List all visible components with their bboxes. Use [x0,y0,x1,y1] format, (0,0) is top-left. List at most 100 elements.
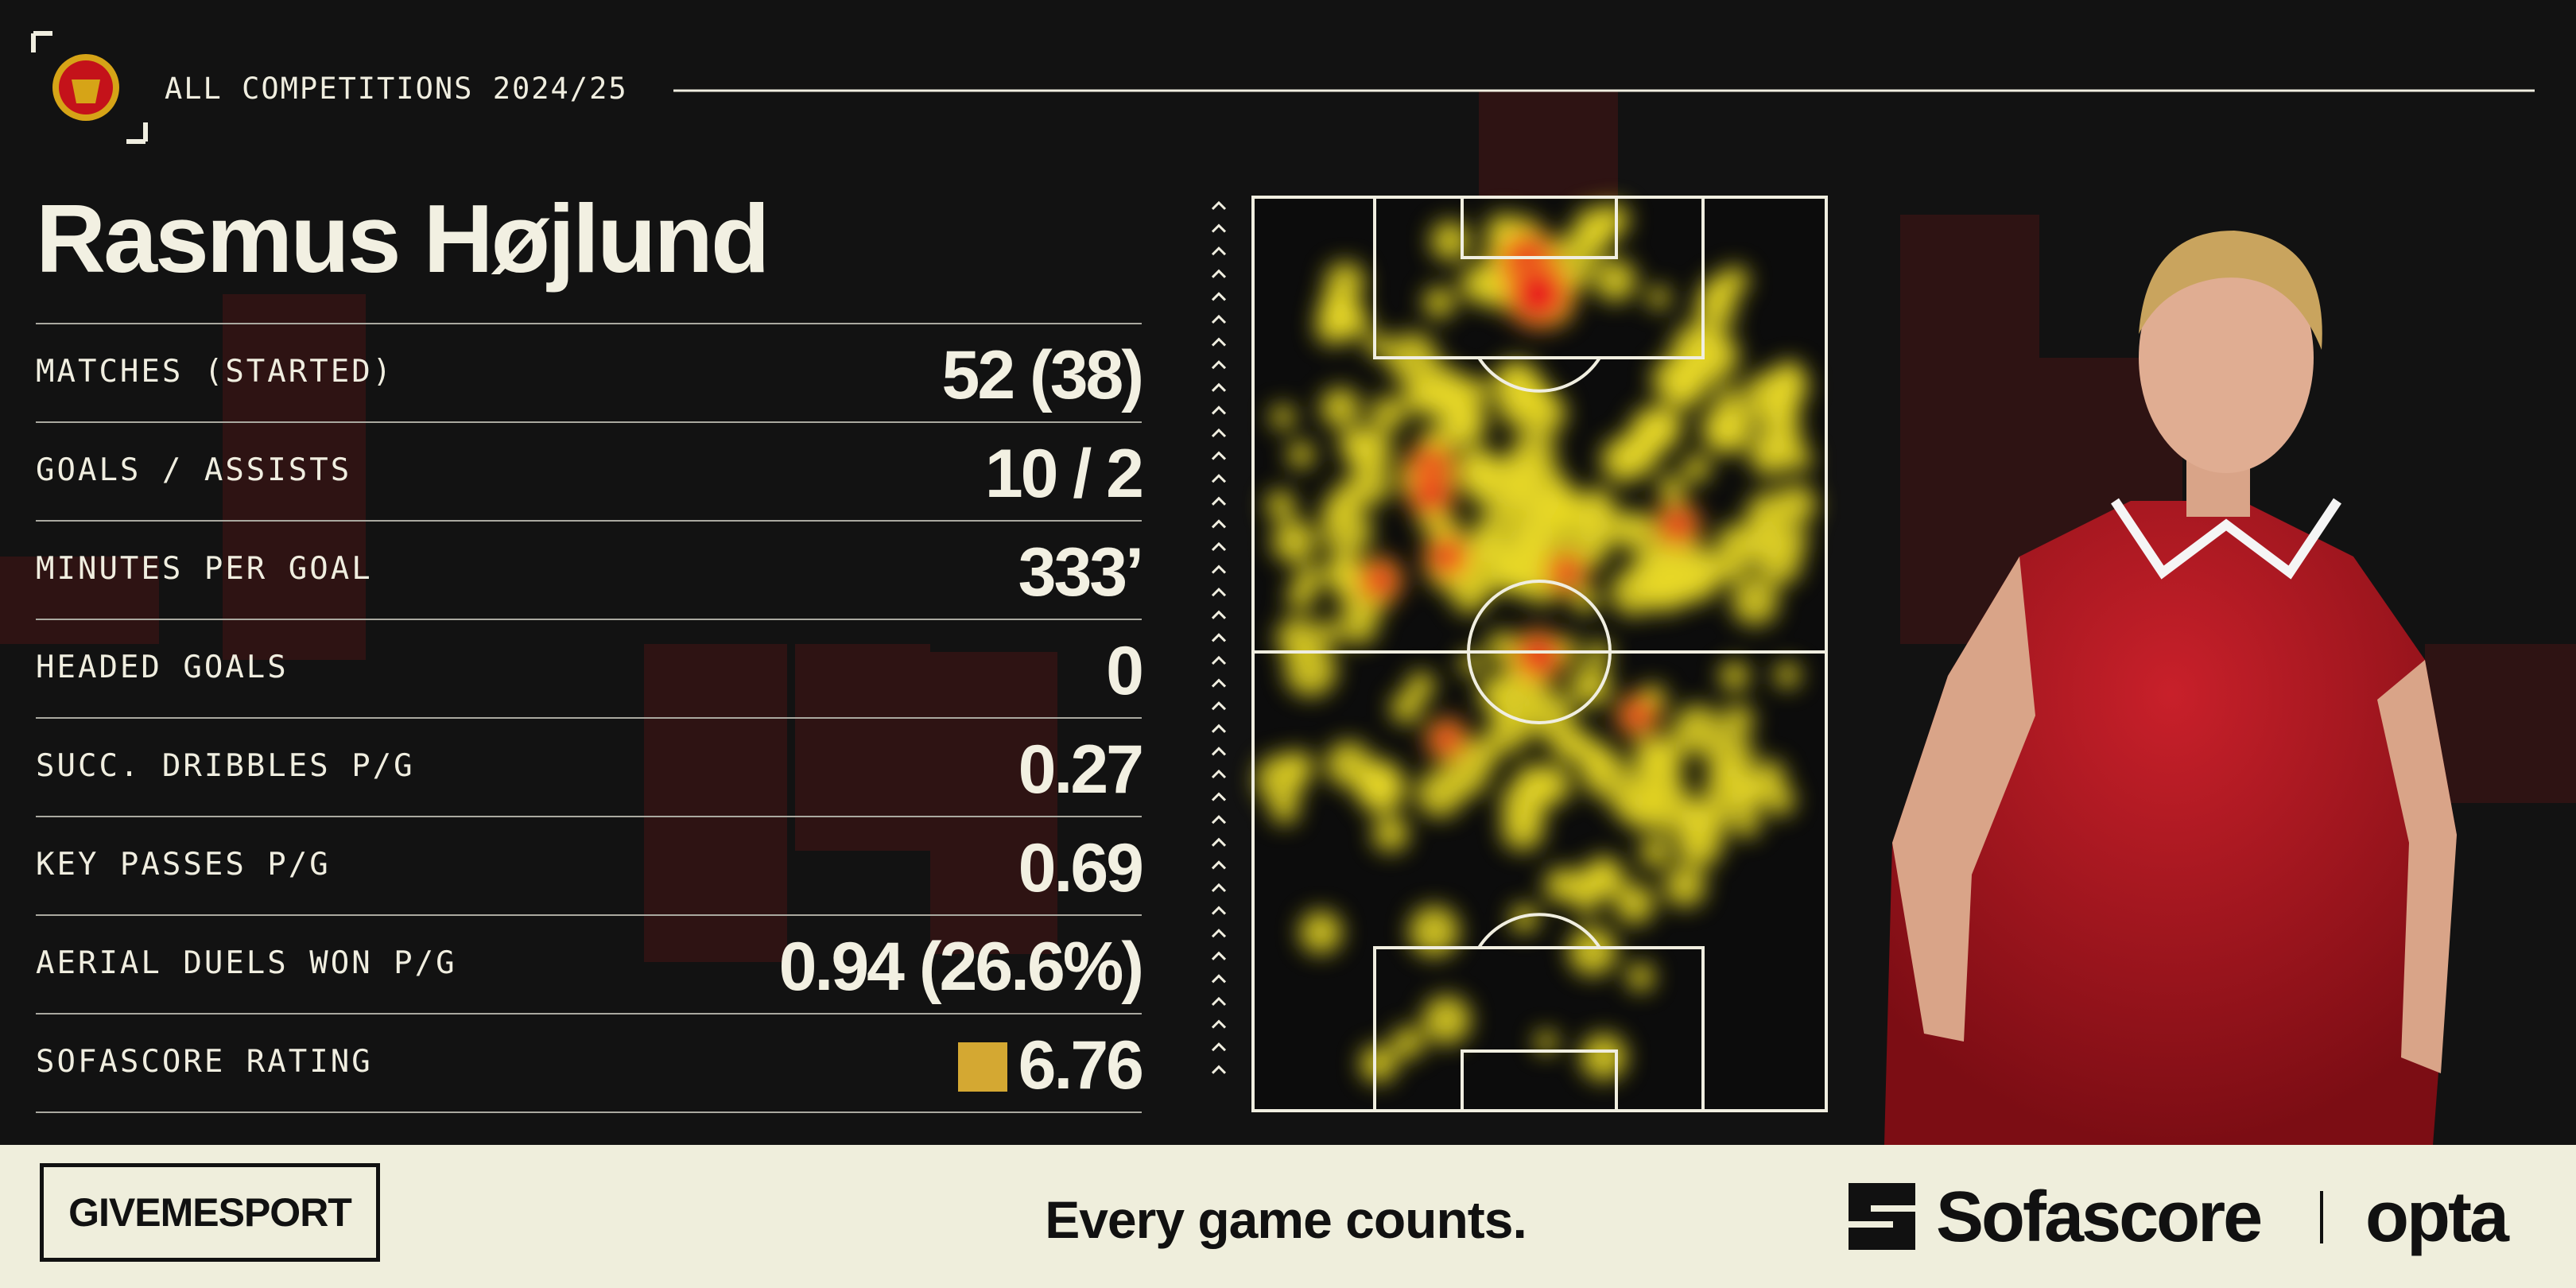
chevron [1211,564,1227,574]
background-art [0,31,2576,1145]
chevron [1211,541,1227,552]
stat-value: 6.76 [957,1026,1144,1105]
stat-label: MATCHES (STARTED) [36,354,394,390]
heat-blob [1614,883,1655,925]
heat-blob [1281,750,1314,783]
tagline: Every game counts. [1045,1190,1527,1249]
heat-blob [1710,406,1752,448]
chevron [1211,974,1227,983]
heat-blob [1370,396,1406,432]
heat-blob [1580,1033,1627,1080]
heat-blob [1296,564,1324,591]
stat-row: SUCC. DRIBBLES P/G 0.27 [36,718,1144,817]
heat-blob [1459,651,1484,676]
heat-blob [1486,630,1519,664]
stat-value-text: 0.94 (26.6%) [778,929,1144,1005]
heat-blob [1356,763,1406,813]
stat-label: KEY PASSES P/G [36,847,331,883]
heat-blob [1586,742,1612,768]
heat-blob [1276,616,1319,660]
heat-blob [1609,568,1658,616]
stat-row: SOFASCORE RATING 6.76 [36,1014,1144,1112]
heat-blob [1345,427,1394,475]
chevron [1211,223,1227,233]
heat-blob [1657,474,1686,503]
heat-blob [1732,809,1761,838]
heat-blob [1372,815,1409,852]
chevron [1211,837,1227,847]
heat-blob [1390,692,1422,724]
heat-blob [1265,490,1296,520]
chevron [1211,382,1227,392]
heat-hotspot [1665,512,1690,537]
heat-blob [1416,770,1465,817]
chevron [1211,405,1227,415]
chevron [1211,678,1227,688]
chevron [1211,996,1227,1007]
chevron [1211,1065,1227,1074]
stat-label: MINUTES PER GOAL [36,551,373,587]
heat-blob [1430,220,1471,262]
chevron [1211,428,1227,438]
chevron [1211,337,1227,347]
heat-blob [1663,864,1706,907]
heat-blob [1544,867,1581,904]
heat-blob [1719,661,1750,691]
chevron [1211,747,1227,756]
chevron [1211,906,1227,915]
chevron [1211,655,1227,665]
heat-blob [1406,671,1436,700]
stat-label: HEADED GOALS [36,650,289,685]
heat-blob [1271,518,1317,564]
heat-hotspot [1515,270,1562,318]
chevron [1211,610,1227,619]
heat-blob [1722,704,1755,736]
stat-value-text: 6.76 [1018,1027,1144,1104]
heat-blob [1701,276,1733,308]
heat-hotspot [1627,704,1649,727]
sofascore-icon [1849,1183,1915,1250]
stat-row: AERIAL DUELS WON P/G 0.94 (26.6%) [36,915,1144,1014]
stat-row: MATCHES (STARTED) 52 (38) [36,324,1144,422]
chevron [1211,701,1227,711]
chevron [1211,474,1227,483]
heat-hotspot [1434,544,1460,569]
chevron [1211,1019,1227,1029]
heat-blob [1774,661,1800,689]
chevron [1211,815,1227,824]
heat-hotspot [1523,640,1554,672]
heat-blob [1287,440,1315,469]
heat-blob [1459,376,1491,408]
chevron [1211,633,1227,642]
heat-hotspot [1367,568,1392,593]
partner: Sofascore [1936,1177,2263,1257]
stat-row: MINUTES PER GOAL 333’ [36,521,1144,619]
heat-blob [1366,332,1391,358]
stat-value-text: 10 / 2 [984,436,1144,512]
stat-value-text: 333’ [1018,534,1144,611]
heat-blob [1691,552,1728,588]
competition: ALL COMPETITIONS 2024/25 [165,72,628,106]
stat-value-text: 52 (38) [941,337,1144,413]
chevron [1211,246,1227,256]
heat-blob [1640,405,1683,448]
heat-blob [1360,1045,1398,1083]
stat-value-text: 0.27 [1018,731,1144,808]
heat-blob [1756,539,1802,585]
chevron [1211,519,1227,529]
heat-blob [1422,995,1472,1045]
heat-blob [1320,387,1361,428]
stat-value-text: 0.69 [1018,830,1144,906]
heat-blob [1499,363,1523,386]
chevron [1211,496,1227,506]
heat-blob [1524,690,1575,740]
divider [2320,1191,2323,1243]
chevron [1211,588,1227,597]
heat-blob [1340,607,1378,645]
chevron [1211,724,1227,733]
heat-blob [1731,577,1779,626]
heat-blob [1569,664,1612,707]
stat-value: 333’ [1018,533,1144,612]
stat-label: SUCC. DRIBBLES P/G [36,748,415,784]
heat-blob [1450,575,1489,614]
